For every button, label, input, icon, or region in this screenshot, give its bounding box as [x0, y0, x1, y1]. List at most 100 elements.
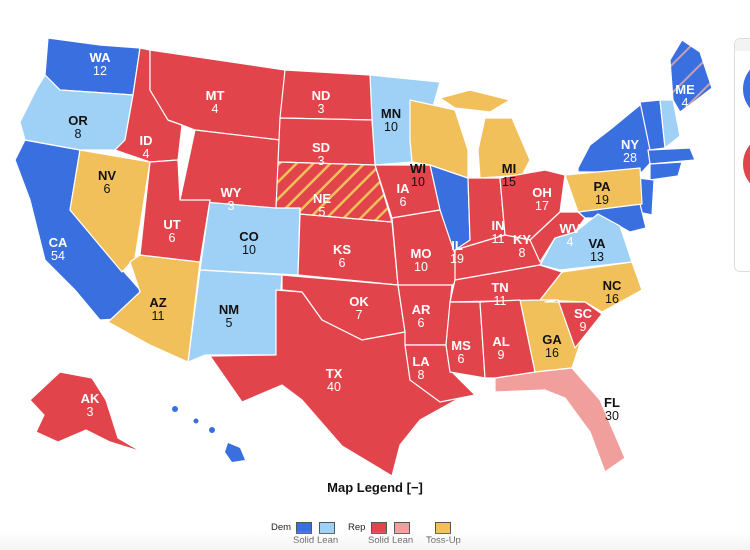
state-label-MO: MO	[411, 246, 432, 261]
state-label-AL: AL	[492, 334, 509, 349]
state-label-AR: AR	[412, 302, 431, 317]
state-label-AK: AK	[81, 391, 100, 406]
state-electoral-votes-SD: 3	[318, 154, 325, 168]
state-electoral-votes-MT: 4	[212, 102, 219, 116]
state-label-PA: PA	[593, 179, 611, 194]
state-electoral-votes-WV: 4	[567, 235, 574, 249]
state-label-UT: UT	[163, 217, 180, 232]
state-label-AZ: AZ	[149, 295, 166, 310]
state-electoral-votes-NV: 6	[104, 182, 111, 196]
state-electoral-votes-OK: 7	[356, 308, 363, 322]
state-label-MT: MT	[206, 88, 225, 103]
state-HI[interactable]	[225, 443, 245, 462]
state-SC[interactable]	[544, 299, 603, 349]
state-label-MN: MN	[381, 106, 401, 121]
panel-header	[735, 39, 750, 51]
legend-dem-solid-label: Solid	[293, 535, 315, 546]
state-label-NM: NM	[219, 302, 239, 317]
state-electoral-votes-UT: 6	[169, 231, 176, 245]
state-NE[interactable]	[275, 161, 393, 223]
state-AK[interactable]	[29, 371, 143, 453]
state-electoral-votes-CO: 10	[242, 243, 256, 257]
state-electoral-votes-NY: 28	[623, 151, 637, 165]
legend-rep-solid-label: Solid	[368, 535, 390, 546]
state-electoral-votes-AL: 9	[498, 348, 505, 362]
state-label-SC: SC	[574, 306, 593, 321]
state-OR[interactable]	[19, 74, 134, 151]
state-AZ[interactable]	[107, 254, 201, 363]
dem-total-circle	[743, 59, 750, 119]
legend-tossup-swatch	[435, 522, 451, 534]
map-legend-title: Map Legend [−]	[0, 480, 750, 495]
state-ME[interactable]	[669, 39, 713, 113]
state-label-VA: VA	[588, 236, 606, 251]
state-WI[interactable]	[409, 99, 469, 179]
state-electoral-votes-OH: 17	[535, 199, 549, 213]
state-electoral-votes-NM: 5	[226, 316, 233, 330]
state-label-FL: FL	[604, 395, 620, 410]
state-electoral-votes-WY: 3	[228, 199, 235, 213]
state-label-GA: GA	[542, 332, 562, 347]
side-panel	[734, 38, 750, 272]
state-labels: WA12OR8CA54NV6ID4MT4WY3UT6AZ11CO10NM5ND3…	[49, 50, 695, 423]
state-FL[interactable]	[494, 367, 626, 473]
state-TN[interactable]	[449, 264, 563, 303]
legend-tossup-label: Toss-Up	[426, 535, 461, 546]
state-label-SD: SD	[312, 140, 330, 155]
state-electoral-votes-WA: 12	[93, 64, 107, 78]
state-label-ID: ID	[140, 133, 153, 148]
state-label-WA: WA	[90, 50, 112, 65]
state-electoral-votes-TN: 11	[494, 294, 507, 308]
state-electoral-votes-ME: 4	[682, 96, 689, 110]
state-AL[interactable]	[479, 299, 536, 379]
state-HI-island[interactable]	[209, 427, 215, 433]
legend-dem-solid-swatch	[296, 522, 312, 534]
state-electoral-votes-FL: 30	[605, 409, 619, 423]
state-label-WI: WI	[410, 161, 426, 176]
legend-toggle-button[interactable]: [−]	[406, 480, 423, 495]
legend-title-text: Map Legend	[327, 480, 403, 495]
state-electoral-votes-NC: 16	[605, 292, 619, 306]
state-electoral-votes-AR: 6	[418, 316, 425, 330]
state-label-NE: NE	[313, 191, 331, 206]
state-NH[interactable]	[659, 99, 681, 149]
state-HI-island[interactable]	[172, 406, 178, 412]
state-electoral-votes-MI: 15	[502, 175, 516, 189]
state-label-TX: TX	[326, 366, 343, 381]
state-electoral-votes-SC: 9	[580, 320, 587, 334]
state-label-KY: KY	[513, 232, 531, 247]
state-label-TN: TN	[491, 280, 508, 295]
state-electoral-votes-AK: 3	[87, 405, 94, 419]
state-TX[interactable]	[209, 289, 466, 477]
state-label-MI: MI	[502, 161, 516, 176]
state-label-IN: IN	[492, 218, 505, 233]
state-electoral-votes-VA: 13	[590, 250, 604, 264]
state-UT[interactable]	[139, 159, 211, 263]
state-MA[interactable]	[647, 147, 696, 165]
state-label-WV: WV	[560, 221, 581, 236]
state-label-IA: IA	[397, 181, 411, 196]
legend-rep-label: Rep	[348, 522, 366, 533]
state-electoral-votes-MO: 10	[414, 260, 428, 274]
state-electoral-votes-IA: 6	[400, 195, 407, 209]
state-CT-RI[interactable]	[649, 161, 683, 181]
state-MI-UP[interactable]	[439, 89, 511, 113]
state-HI-island[interactable]	[193, 418, 199, 424]
state-electoral-votes-IL: 19	[450, 252, 464, 266]
legend-rep-solid-swatch	[371, 522, 387, 534]
state-label-CA: CA	[49, 235, 68, 250]
state-NV[interactable]	[69, 149, 151, 273]
state-label-NV: NV	[98, 168, 116, 183]
state-electoral-votes-ND: 3	[318, 102, 325, 116]
state-electoral-votes-CA: 54	[51, 249, 65, 263]
state-label-OH: OH	[532, 185, 552, 200]
legend-dem-lean-swatch	[319, 522, 335, 534]
state-label-LA: LA	[412, 354, 430, 369]
state-label-ND: ND	[312, 88, 331, 103]
state-electoral-votes-AZ: 11	[152, 309, 165, 323]
state-WV[interactable]	[529, 211, 586, 263]
state-label-CO: CO	[239, 229, 259, 244]
state-PA[interactable]	[564, 167, 643, 213]
state-electoral-votes-TX: 40	[327, 380, 341, 394]
